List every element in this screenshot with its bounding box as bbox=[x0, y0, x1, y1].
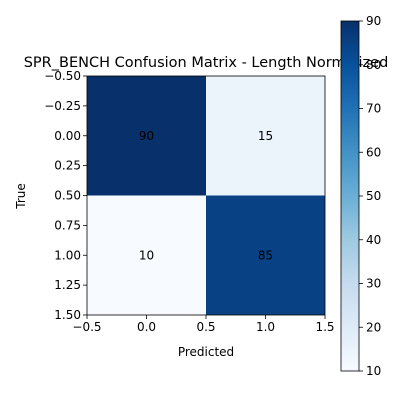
y-tick-label: 1.00 bbox=[54, 248, 81, 262]
colorbar-tick-label: 60 bbox=[366, 145, 381, 159]
heatmap-cell bbox=[206, 195, 325, 315]
colorbar: 10 20 30 40 50 60 70 80 90 bbox=[340, 14, 381, 378]
cell-value-label: 90 bbox=[139, 129, 154, 143]
y-tick-label: −0.25 bbox=[44, 99, 81, 113]
x-tick-label: 0.0 bbox=[137, 320, 156, 334]
colorbar-gradient bbox=[340, 20, 360, 372]
x-tick-label: 0.5 bbox=[196, 320, 215, 334]
colorbar-tick-label: 90 bbox=[366, 14, 381, 28]
heatmap-cell-labels: 90 15 10 85 bbox=[139, 129, 273, 263]
colorbar-tick-label: 40 bbox=[366, 233, 381, 247]
y-tick-label: 1.50 bbox=[54, 308, 81, 322]
heatmap-cells bbox=[87, 76, 325, 315]
chart-title: SPR_BENCH Confusion Matrix - Length Norm… bbox=[24, 55, 389, 71]
y-tick-label: −0.50 bbox=[44, 69, 81, 83]
x-tick-label: −0.5 bbox=[72, 320, 101, 334]
x-tick-label: 1.0 bbox=[256, 320, 275, 334]
cell-value-label: 15 bbox=[258, 129, 273, 143]
plot-axes: −0.5 0.0 0.5 1.0 1.5 −0.50 −0.25 0.00 0.25 0.50 0.… bbox=[44, 69, 334, 334]
colorbar-ticks: 10 20 30 40 50 60 70 80 90 bbox=[359, 14, 381, 378]
x-tick-label: 1.5 bbox=[315, 320, 334, 334]
colorbar-tick-label: 30 bbox=[366, 277, 381, 291]
cell-value-label: 10 bbox=[139, 248, 154, 262]
colorbar-tick-label: 10 bbox=[366, 364, 381, 378]
y-tick-label: 0.75 bbox=[54, 218, 81, 232]
x-axis-label: Predicted bbox=[178, 345, 234, 359]
heatmap-cell bbox=[206, 76, 325, 196]
y-tick-label: 0.25 bbox=[54, 159, 81, 173]
heatmap-cell bbox=[87, 76, 206, 196]
colorbar-tick-label: 20 bbox=[366, 320, 381, 334]
heatmap-cell bbox=[87, 195, 206, 315]
colorbar-tick-label: 80 bbox=[366, 58, 381, 72]
colorbar-tick-label: 50 bbox=[366, 189, 381, 203]
y-tick-label: 0.50 bbox=[54, 189, 81, 203]
y-tick-label: 1.25 bbox=[54, 278, 81, 292]
cell-value-label: 85 bbox=[258, 248, 273, 262]
y-tick-label: 0.00 bbox=[54, 129, 81, 143]
colorbar-tick-label: 70 bbox=[366, 102, 381, 116]
y-axis-label: True bbox=[14, 183, 28, 210]
